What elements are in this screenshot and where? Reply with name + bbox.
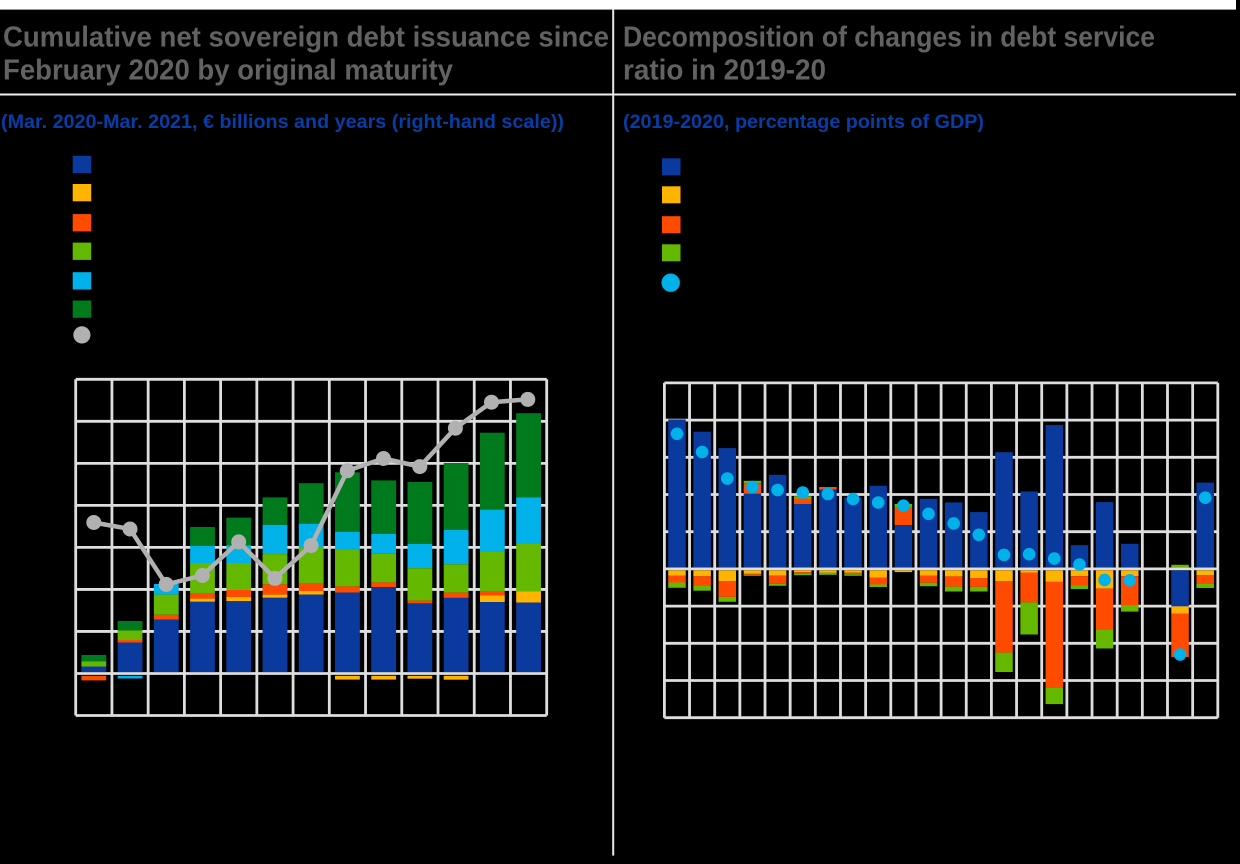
svg-text:Cumulative net sovereign debt: Cumulative net sovereign debt issuance s… <box>3 22 609 54</box>
svg-text:ratio in 2019-20: ratio in 2019-20 <box>623 55 826 87</box>
svg-text:Decomposition of changes in de: Decomposition of changes in debt service <box>623 22 1155 54</box>
svg-text:February 2020 by original matu: February 2020 by original maturity <box>3 55 453 87</box>
svg-text:(2019-2020, percentage points: (2019-2020, percentage points of GDP) <box>623 111 984 133</box>
svg-text:(Mar. 2020-Mar. 2021, € billio: (Mar. 2020-Mar. 2021, € billions and yea… <box>1 111 564 133</box>
